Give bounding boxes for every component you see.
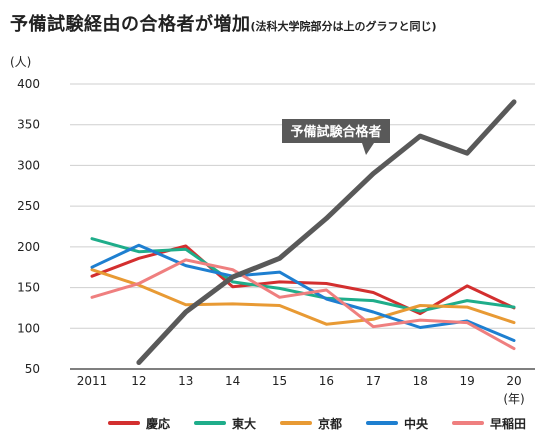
x-tick-label: 18 <box>413 374 428 388</box>
x-tick-label: 12 <box>131 374 146 388</box>
x-axis-unit: (年) <box>503 392 524 406</box>
x-tick-label: 20 <box>506 374 521 388</box>
series-line-早稲田 <box>90 258 516 351</box>
x-tick-label: 15 <box>272 374 287 388</box>
y-tick-label: 150 <box>17 281 40 295</box>
y-tick-label: 50 <box>25 362 40 376</box>
x-tick-label: 14 <box>225 374 240 388</box>
legend-label-東大: 東大 <box>232 416 256 431</box>
series-line-慶応 <box>90 244 516 316</box>
y-tick-label: 350 <box>17 118 40 132</box>
y-tick-label: 400 <box>17 77 40 91</box>
x-tick-label: 2011 <box>77 374 108 388</box>
chart-subtitle: (法科大学院部分は上のグラフと同じ) <box>250 20 437 33</box>
y-tick-label: 200 <box>17 240 40 254</box>
x-tick-label: 13 <box>178 374 193 388</box>
chart-title: 予備試験経由の合格者が増加(法科大学院部分は上のグラフと同じ) <box>10 10 437 36</box>
annotation-label: 予備試験合格者 <box>290 124 381 140</box>
x-tick-label: 19 <box>459 374 474 388</box>
series-line-中央 <box>90 243 516 342</box>
legend-label-慶応: 慶応 <box>146 416 170 431</box>
x-tick-label: 17 <box>366 374 381 388</box>
y-tick-label: 100 <box>17 321 40 335</box>
x-tick-label: 16 <box>319 374 334 388</box>
series-line-予備試験合格者 <box>136 99 517 365</box>
y-tick-label: 250 <box>17 199 40 213</box>
legend-label-早稲田: 早稲田 <box>490 416 526 431</box>
legend-label-京都: 京都 <box>318 416 342 431</box>
y-tick-label: 300 <box>17 158 40 172</box>
legend-label-中央: 中央 <box>404 416 429 431</box>
series-line-京都 <box>90 268 516 326</box>
y-axis-unit: (人) <box>10 55 31 69</box>
annotation-pointer <box>362 143 374 155</box>
chart-title-main: 予備試験経由の合格者が増加 <box>10 14 251 35</box>
annotation-box <box>282 119 390 143</box>
